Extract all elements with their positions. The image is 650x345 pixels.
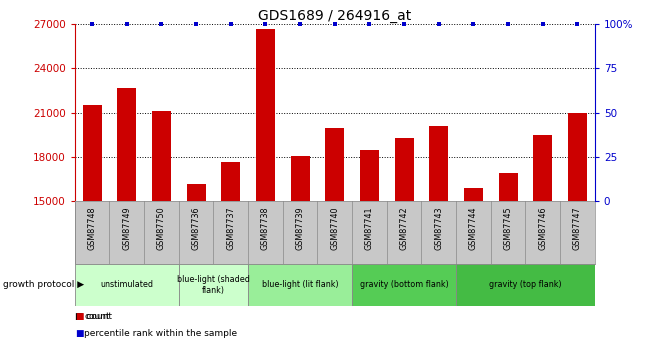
Text: GSM87739: GSM87739: [296, 206, 305, 250]
Text: growth protocol ▶: growth protocol ▶: [3, 280, 84, 289]
Bar: [221, 161, 240, 201]
Bar: [395, 138, 413, 201]
Text: blue-light (lit flank): blue-light (lit flank): [262, 280, 339, 289]
Bar: [152, 111, 171, 201]
Bar: [499, 174, 517, 201]
Bar: [464, 188, 483, 201]
Bar: [117, 88, 136, 201]
Text: GSM87742: GSM87742: [400, 206, 409, 250]
Bar: [360, 150, 379, 201]
Bar: [429, 126, 448, 201]
Text: GSM87746: GSM87746: [538, 206, 547, 250]
Text: GSM87740: GSM87740: [330, 206, 339, 250]
Bar: [187, 184, 205, 201]
Bar: [291, 156, 309, 201]
Bar: [256, 29, 275, 201]
Text: GSM87736: GSM87736: [192, 206, 201, 250]
Text: gravity (bottom flank): gravity (bottom flank): [359, 280, 448, 289]
Text: GSM87747: GSM87747: [573, 206, 582, 250]
Bar: [456, 264, 595, 306]
Title: GDS1689 / 264916_at: GDS1689 / 264916_at: [258, 9, 411, 23]
Text: ■ count: ■ count: [75, 312, 112, 321]
Text: count: count: [84, 312, 110, 321]
Bar: [83, 106, 101, 201]
Text: GSM87737: GSM87737: [226, 206, 235, 250]
Text: ■: ■: [75, 329, 83, 338]
Text: gravity (top flank): gravity (top flank): [489, 280, 562, 289]
Text: GSM87744: GSM87744: [469, 206, 478, 250]
Bar: [352, 264, 456, 306]
Text: GSM87738: GSM87738: [261, 206, 270, 250]
Text: GSM87741: GSM87741: [365, 206, 374, 250]
Bar: [248, 264, 352, 306]
Bar: [568, 113, 587, 201]
Bar: [75, 264, 179, 306]
Text: unstimulated: unstimulated: [100, 280, 153, 289]
Text: GSM87750: GSM87750: [157, 206, 166, 250]
Text: GSM87743: GSM87743: [434, 206, 443, 250]
Bar: [325, 128, 344, 201]
Text: GSM87749: GSM87749: [122, 206, 131, 250]
Bar: [179, 264, 248, 306]
Bar: [533, 135, 552, 201]
Text: GSM87745: GSM87745: [504, 206, 513, 250]
Text: ■: ■: [75, 312, 83, 321]
Text: percentile rank within the sample: percentile rank within the sample: [84, 329, 238, 338]
Text: GSM87748: GSM87748: [88, 206, 97, 250]
Text: blue-light (shaded
flank): blue-light (shaded flank): [177, 275, 250, 295]
